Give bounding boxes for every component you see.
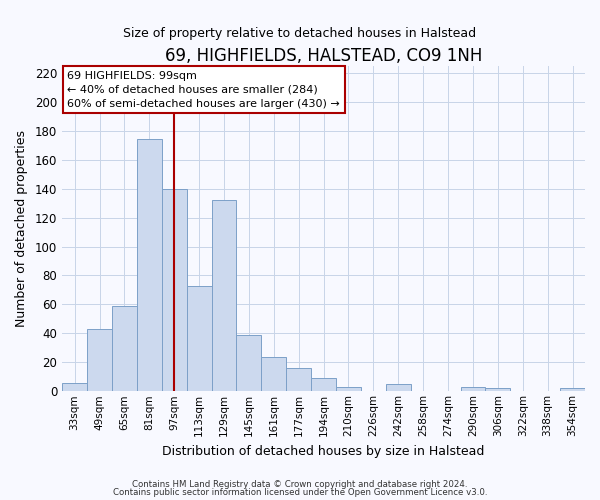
Bar	[461, 387, 485, 392]
Bar	[87, 329, 112, 392]
Bar	[212, 200, 236, 392]
X-axis label: Distribution of detached houses by size in Halstead: Distribution of detached houses by size …	[163, 444, 485, 458]
Y-axis label: Number of detached properties: Number of detached properties	[15, 130, 28, 327]
Bar	[311, 378, 336, 392]
Bar	[187, 286, 212, 392]
Bar	[236, 335, 262, 392]
Text: Size of property relative to detached houses in Halstead: Size of property relative to detached ho…	[124, 28, 476, 40]
Bar	[137, 140, 162, 392]
Bar	[336, 387, 361, 392]
Bar	[286, 368, 311, 392]
Bar	[485, 388, 511, 392]
Bar	[262, 356, 286, 392]
Title: 69, HIGHFIELDS, HALSTEAD, CO9 1NH: 69, HIGHFIELDS, HALSTEAD, CO9 1NH	[165, 48, 482, 66]
Bar	[62, 382, 87, 392]
Bar	[386, 384, 411, 392]
Text: 69 HIGHFIELDS: 99sqm
← 40% of detached houses are smaller (284)
60% of semi-deta: 69 HIGHFIELDS: 99sqm ← 40% of detached h…	[67, 70, 340, 108]
Text: Contains public sector information licensed under the Open Government Licence v3: Contains public sector information licen…	[113, 488, 487, 497]
Bar	[112, 306, 137, 392]
Text: Contains HM Land Registry data © Crown copyright and database right 2024.: Contains HM Land Registry data © Crown c…	[132, 480, 468, 489]
Bar	[162, 188, 187, 392]
Bar	[560, 388, 585, 392]
